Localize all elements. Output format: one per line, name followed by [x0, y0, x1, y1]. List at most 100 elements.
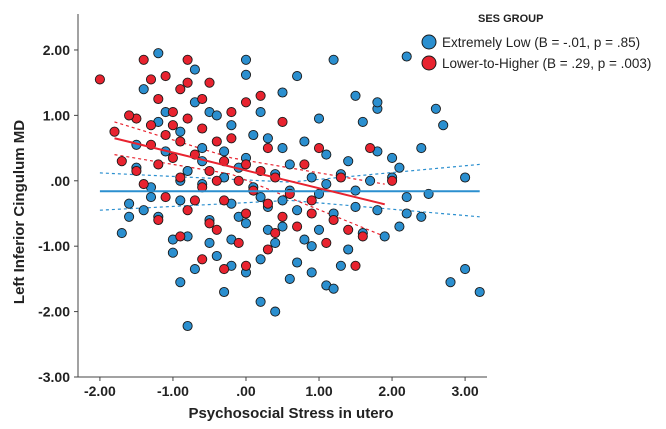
- point-lower-to-higher: [219, 264, 230, 275]
- point-lower-to-higher: [116, 156, 127, 167]
- point-extremely-low: [240, 54, 252, 65]
- point-extremely-low: [145, 192, 157, 203]
- x-axis-ticks: -2.00 -1.00 .00 1.00 2.00 3.00: [84, 377, 479, 399]
- point-extremely-low: [401, 192, 412, 203]
- point-extremely-low: [270, 237, 281, 248]
- point-extremely-low: [219, 146, 230, 157]
- point-lower-to-higher: [175, 172, 186, 183]
- point-lower-to-higher: [204, 218, 215, 229]
- legend-swatch-extremely-low: [421, 34, 437, 50]
- point-lower-to-higher: [313, 143, 325, 154]
- point-lower-to-higher: [109, 126, 120, 137]
- point-extremely-low: [175, 277, 186, 288]
- point-lower-to-higher: [153, 214, 164, 226]
- point-extremely-low: [189, 264, 200, 275]
- point-lower-to-higher: [262, 244, 273, 255]
- point-extremely-low: [189, 64, 200, 75]
- point-extremely-low: [335, 260, 346, 271]
- point-lower-to-higher: [335, 172, 346, 183]
- point-extremely-low: [124, 211, 135, 222]
- point-extremely-low: [350, 90, 361, 101]
- point-lower-to-higher: [233, 237, 244, 248]
- point-extremely-low: [262, 133, 273, 144]
- point-lower-to-higher: [175, 136, 186, 147]
- point-extremely-low: [401, 51, 412, 62]
- x-tick-label: 1.00: [305, 383, 332, 399]
- point-lower-to-higher: [306, 195, 317, 206]
- point-extremely-low: [313, 113, 325, 124]
- point-lower-to-higher: [145, 120, 157, 131]
- point-extremely-low: [394, 162, 405, 173]
- point-extremely-low: [211, 110, 222, 121]
- point-extremely-low: [182, 320, 193, 332]
- point-extremely-low: [138, 205, 149, 216]
- point-extremely-low: [277, 195, 288, 206]
- point-extremely-low: [430, 103, 441, 114]
- point-lower-to-higher: [145, 74, 157, 85]
- point-lower-to-higher: [182, 77, 193, 88]
- point-extremely-low: [416, 211, 427, 222]
- point-lower-to-higher: [343, 224, 354, 235]
- x-axis-title: Psychosocial Stress in utero: [188, 405, 393, 422]
- point-extremely-low: [182, 165, 193, 177]
- point-lower-to-higher: [211, 224, 222, 235]
- point-extremely-low: [460, 172, 471, 183]
- point-lower-to-higher: [277, 116, 288, 127]
- point-lower-to-higher: [153, 93, 164, 105]
- x-tick-label: -1.00: [157, 383, 189, 399]
- point-extremely-low: [387, 152, 398, 163]
- point-lower-to-higher: [350, 260, 361, 271]
- point-lower-to-higher: [211, 136, 222, 147]
- point-lower-to-higher: [387, 175, 398, 186]
- point-extremely-low: [328, 283, 339, 294]
- point-extremely-low: [255, 254, 266, 265]
- point-lower-to-higher: [240, 97, 252, 108]
- point-lower-to-higher: [306, 208, 317, 219]
- point-lower-to-higher: [182, 54, 193, 65]
- point-extremely-low: [277, 221, 288, 232]
- point-extremely-low: [116, 228, 127, 239]
- point-lower-to-higher: [357, 231, 368, 242]
- point-lower-to-higher: [255, 90, 266, 101]
- y-tick-label: 1.00: [43, 107, 70, 123]
- point-lower-to-higher: [328, 214, 339, 226]
- legend-title: SES GROUP: [478, 13, 543, 25]
- point-extremely-low: [306, 172, 317, 183]
- legend-label-extremely-low: Extremely Low (B = -.01, p = .85): [442, 35, 640, 50]
- point-extremely-low: [124, 198, 135, 209]
- y-tick-label: -1.00: [38, 238, 70, 254]
- y-tick-label: 2.00: [43, 42, 70, 58]
- fit-lines: [99, 137, 480, 206]
- y-tick-label: .00: [51, 173, 71, 189]
- y-axis-ticks: 2.00 1.00 .00 -1.00 -2.00 -3.00: [38, 42, 78, 385]
- point-extremely-low: [299, 234, 310, 245]
- point-extremely-low: [240, 218, 252, 229]
- x-tick-label: 3.00: [451, 383, 478, 399]
- point-extremely-low: [313, 224, 325, 235]
- point-extremely-low: [372, 205, 383, 216]
- legend: SES GROUP Extremely Low (B = -.01, p = .…: [421, 13, 651, 71]
- point-lower-to-higher: [270, 228, 281, 239]
- point-lower-to-higher: [175, 231, 186, 242]
- point-extremely-low: [292, 71, 303, 82]
- point-lower-to-higher: [167, 152, 178, 163]
- ci-upper-line-1: [114, 121, 385, 185]
- point-lower-to-higher: [160, 192, 171, 203]
- point-extremely-low: [292, 205, 303, 216]
- point-lower-to-higher: [226, 107, 237, 118]
- y-tick-label: -3.00: [38, 369, 70, 385]
- point-extremely-low: [255, 192, 266, 203]
- point-extremely-low: [372, 97, 383, 108]
- x-tick-label: 2.00: [378, 383, 405, 399]
- point-lower-to-higher: [262, 143, 273, 154]
- point-lower-to-higher: [167, 120, 178, 131]
- point-extremely-low: [153, 48, 164, 59]
- point-extremely-low: [204, 237, 215, 248]
- point-extremely-low: [328, 54, 339, 65]
- point-extremely-low: [226, 120, 237, 131]
- point-lower-to-higher: [240, 208, 252, 219]
- point-lower-to-higher: [277, 211, 288, 222]
- point-extremely-low: [255, 107, 266, 118]
- point-extremely-low: [350, 201, 361, 212]
- fit-line-lower-to-higher: [114, 137, 385, 206]
